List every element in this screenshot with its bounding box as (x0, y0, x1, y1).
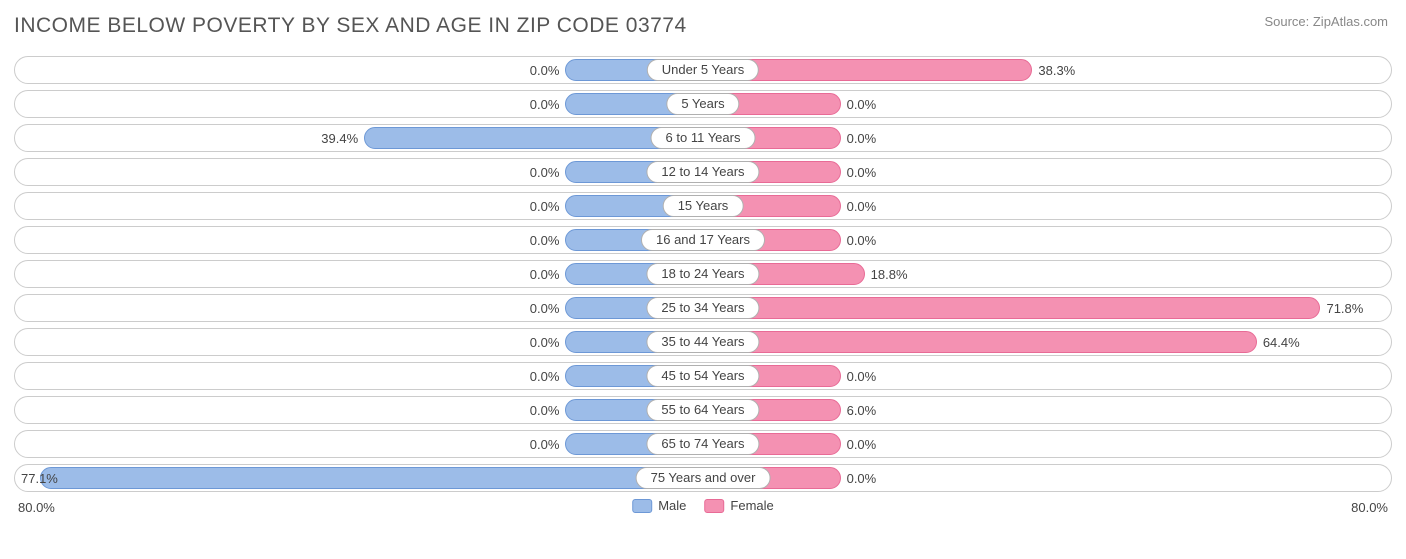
legend-label: Male (658, 498, 686, 513)
chart-row: 0.0% 64.4% 35 to 44 Years (14, 328, 1392, 356)
category-label: 25 to 34 Years (646, 297, 759, 319)
female-bar (703, 297, 1320, 319)
category-label: 75 Years and over (636, 467, 771, 489)
male-value-label: 0.0% (530, 295, 560, 323)
female-value-label: 0.0% (847, 227, 877, 255)
male-value-label: 0.0% (530, 227, 560, 255)
female-value-label: 64.4% (1263, 329, 1300, 357)
female-value-label: 0.0% (847, 431, 877, 459)
male-bar (40, 467, 703, 489)
male-value-label: 0.0% (530, 261, 560, 289)
male-value-label: 39.4% (321, 125, 358, 153)
chart-row: 0.0% 6.0% 55 to 64 Years (14, 396, 1392, 424)
category-label: Under 5 Years (647, 59, 759, 81)
category-label: 35 to 44 Years (646, 331, 759, 353)
chart-row: 0.0% 0.0% 65 to 74 Years (14, 430, 1392, 458)
source-attribution: Source: ZipAtlas.com (1264, 14, 1388, 29)
male-value-label: 0.0% (530, 91, 560, 119)
female-bar (703, 331, 1257, 353)
chart-row: 0.0% 18.8% 18 to 24 Years (14, 260, 1392, 288)
chart-row: 77.1% 0.0% 75 Years and over (14, 464, 1392, 492)
chart-row: 0.0% 0.0% 45 to 54 Years (14, 362, 1392, 390)
category-label: 15 Years (663, 195, 744, 217)
category-label: 6 to 11 Years (651, 127, 756, 149)
female-value-label: 6.0% (847, 397, 877, 425)
axis-max-left: 80.0% (18, 500, 55, 515)
category-label: 65 to 74 Years (646, 433, 759, 455)
female-value-label: 0.0% (847, 193, 877, 221)
female-value-label: 71.8% (1326, 295, 1363, 323)
female-value-label: 0.0% (847, 91, 877, 119)
chart-row: 39.4% 0.0% 6 to 11 Years (14, 124, 1392, 152)
category-label: 55 to 64 Years (646, 399, 759, 421)
legend-item: Male (632, 498, 686, 513)
female-value-label: 38.3% (1038, 57, 1075, 85)
male-value-label: 0.0% (530, 431, 560, 459)
female-value-label: 18.8% (871, 261, 908, 289)
chart-row: 0.0% 38.3% Under 5 Years (14, 56, 1392, 84)
chart-title: INCOME BELOW POVERTY BY SEX AND AGE IN Z… (14, 14, 1392, 38)
male-value-label: 77.1% (21, 465, 58, 493)
chart-area: 0.0% 38.3% Under 5 Years 0.0% 0.0% 5 Years 39.… (14, 56, 1392, 492)
category-label: 45 to 54 Years (646, 365, 759, 387)
chart-row: 0.0% 0.0% 12 to 14 Years (14, 158, 1392, 186)
male-value-label: 0.0% (530, 193, 560, 221)
chart-row: 0.0% 0.0% 5 Years (14, 90, 1392, 118)
male-value-label: 0.0% (530, 329, 560, 357)
legend-item: Female (704, 498, 773, 513)
legend-swatch (632, 499, 652, 513)
legend-swatch (704, 499, 724, 513)
chart-row: 0.0% 0.0% 15 Years (14, 192, 1392, 220)
female-value-label: 0.0% (847, 125, 877, 153)
chart-row: 0.0% 0.0% 16 and 17 Years (14, 226, 1392, 254)
male-value-label: 0.0% (530, 397, 560, 425)
male-value-label: 0.0% (530, 57, 560, 85)
axis-max-right: 80.0% (1351, 500, 1388, 515)
chart-row: 0.0% 71.8% 25 to 34 Years (14, 294, 1392, 322)
female-value-label: 0.0% (847, 363, 877, 391)
axis-row: 80.0% Male Female 80.0% (14, 498, 1392, 522)
category-label: 16 and 17 Years (641, 229, 765, 251)
chart-container: INCOME BELOW POVERTY BY SEX AND AGE IN Z… (0, 0, 1406, 559)
category-label: 12 to 14 Years (646, 161, 759, 183)
category-label: 18 to 24 Years (646, 263, 759, 285)
category-label: 5 Years (666, 93, 739, 115)
legend-label: Female (730, 498, 773, 513)
female-value-label: 0.0% (847, 159, 877, 187)
female-value-label: 0.0% (847, 465, 877, 493)
legend: Male Female (632, 498, 774, 513)
male-value-label: 0.0% (530, 363, 560, 391)
male-value-label: 0.0% (530, 159, 560, 187)
